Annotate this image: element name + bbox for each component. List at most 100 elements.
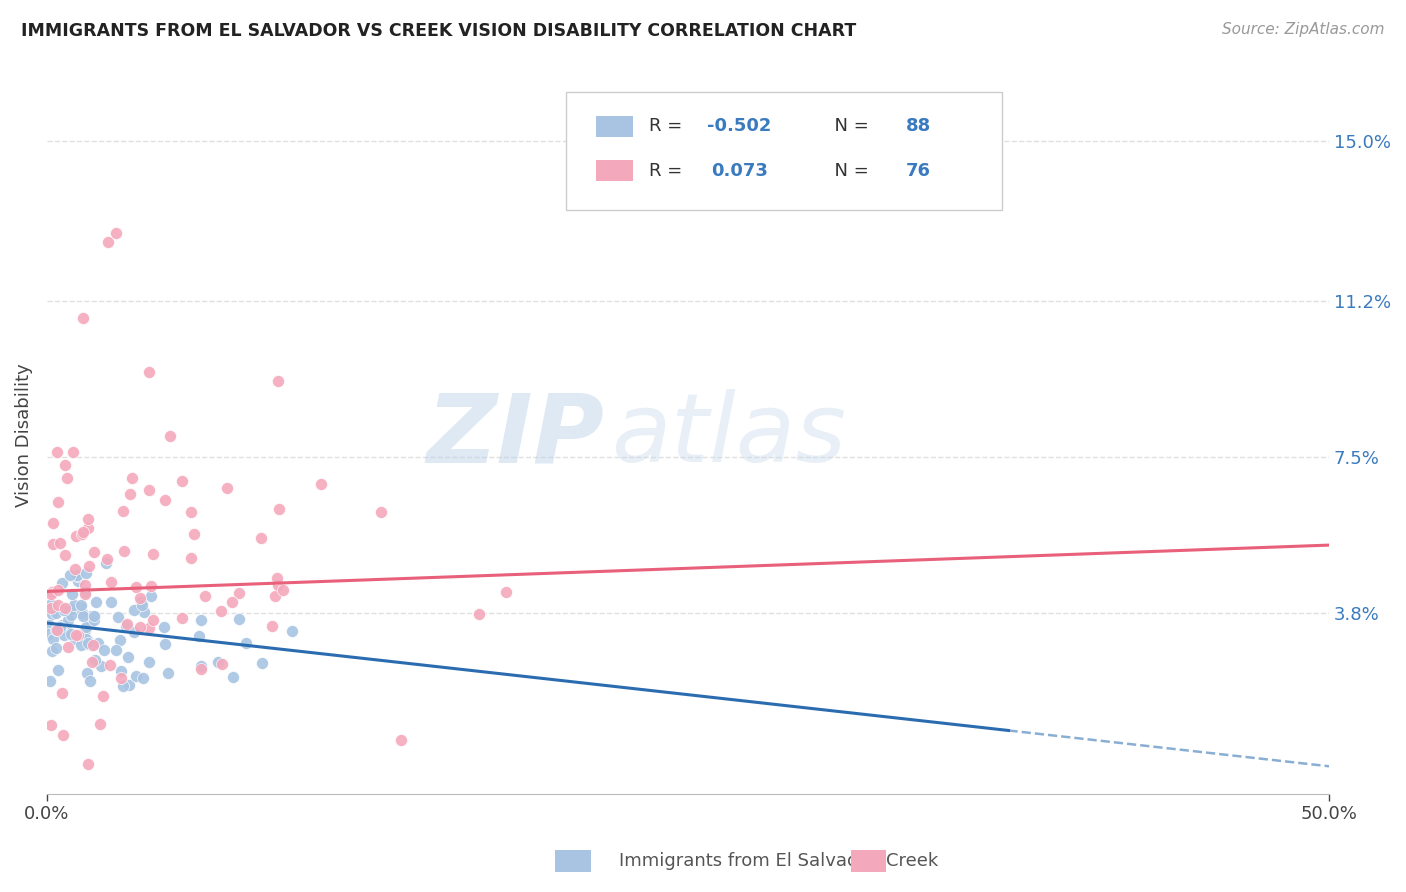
Point (45, 624, 67, 638)
Point (66, 574, 89, 589)
Point (59, 627, 82, 641)
Point (41, 607, 63, 621)
FancyBboxPatch shape (596, 161, 633, 181)
Point (83, 609, 105, 624)
Point (66, 628, 89, 642)
Point (266, 374, 288, 388)
Point (72, 525, 94, 540)
Text: R =: R = (650, 117, 689, 136)
Point (104, 643, 127, 657)
Point (221, 595, 243, 609)
Point (76, 757, 98, 772)
Point (60, 587, 83, 601)
Point (48, 583, 70, 598)
Point (228, 585, 250, 599)
Point (105, 227, 128, 241)
Point (55, 548, 77, 562)
Point (63, 632, 86, 646)
Point (100, 574, 122, 589)
Point (51, 685, 73, 699)
Point (370, 505, 392, 519)
Point (180, 505, 202, 519)
Point (389, 732, 412, 747)
Point (70, 638, 93, 652)
Point (41, 585, 63, 599)
Point (82, 655, 104, 669)
Point (75, 623, 97, 637)
Point (70, 601, 93, 615)
Point (112, 679, 135, 693)
Point (194, 589, 217, 603)
Point (207, 655, 229, 669)
Point (96, 552, 118, 566)
Point (139, 579, 162, 593)
Point (52, 728, 75, 742)
Point (222, 670, 245, 684)
Point (53, 603, 76, 617)
Point (80, 639, 103, 653)
Point (93, 643, 115, 657)
Point (250, 531, 273, 545)
Point (122, 602, 145, 616)
Point (132, 605, 155, 619)
Point (73, 625, 96, 640)
Text: Source: ZipAtlas.com: Source: ZipAtlas.com (1222, 22, 1385, 37)
Point (152, 620, 174, 634)
Point (309, 477, 332, 491)
Point (56, 624, 79, 638)
Text: 88: 88 (905, 117, 931, 136)
Text: Immigrants from El Salvador: Immigrants from El Salvador (619, 852, 876, 870)
Point (141, 590, 163, 604)
Point (46, 598, 69, 612)
Point (267, 577, 290, 591)
Point (59, 607, 82, 622)
Point (215, 481, 238, 495)
Point (73, 578, 96, 592)
Point (76, 521, 98, 535)
Point (70, 527, 93, 541)
Point (38, 618, 60, 632)
Point (155, 493, 177, 508)
Point (79, 616, 101, 631)
Point (117, 650, 139, 665)
Point (65, 529, 87, 543)
Point (122, 625, 145, 640)
Point (73, 584, 96, 599)
Point (77, 634, 100, 648)
Point (42, 516, 65, 530)
Point (39, 597, 62, 611)
Point (142, 547, 165, 561)
Text: -0.502: -0.502 (707, 117, 772, 136)
Point (172, 474, 194, 488)
Point (267, 502, 290, 516)
Point (112, 544, 135, 558)
Point (75, 632, 97, 646)
Point (159, 428, 181, 442)
Point (48, 535, 70, 549)
Point (63, 599, 86, 613)
Point (53, 600, 76, 615)
Point (65, 628, 87, 642)
Point (129, 595, 152, 609)
Point (110, 671, 132, 685)
Point (138, 483, 160, 497)
Point (83, 545, 105, 559)
Point (110, 664, 132, 678)
Point (121, 470, 143, 484)
Point (82, 638, 104, 652)
Point (128, 591, 150, 605)
Point (76, 637, 98, 651)
Point (65, 567, 87, 582)
FancyBboxPatch shape (567, 92, 1002, 210)
Point (156, 666, 179, 681)
Point (76, 665, 98, 680)
Point (66, 568, 89, 582)
Point (132, 671, 155, 685)
Point (75, 566, 97, 580)
Point (56, 613, 79, 627)
Point (91, 689, 114, 703)
Text: ZIP: ZIP (427, 389, 605, 482)
Point (39, 673, 62, 688)
Point (108, 633, 131, 648)
Text: atlas: atlas (612, 389, 846, 482)
